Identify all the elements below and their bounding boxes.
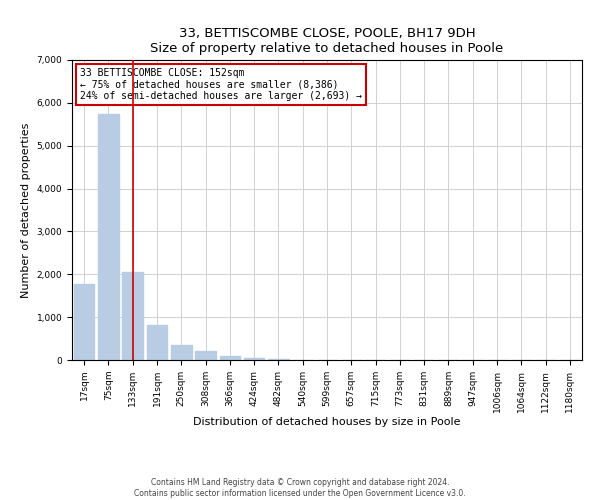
X-axis label: Distribution of detached houses by size in Poole: Distribution of detached houses by size … [193, 418, 461, 428]
Y-axis label: Number of detached properties: Number of detached properties [21, 122, 31, 298]
Bar [195, 350, 216, 360]
Bar [244, 358, 265, 360]
Bar [74, 284, 94, 360]
Bar [220, 356, 240, 360]
Bar [98, 114, 119, 360]
Bar [146, 325, 167, 360]
Bar [171, 344, 191, 360]
Text: 33 BETTISCOMBE CLOSE: 152sqm
← 75% of detached houses are smaller (8,386)
24% of: 33 BETTISCOMBE CLOSE: 152sqm ← 75% of de… [80, 68, 362, 100]
Bar [268, 359, 289, 360]
Title: 33, BETTISCOMBE CLOSE, POOLE, BH17 9DH
Size of property relative to detached hou: 33, BETTISCOMBE CLOSE, POOLE, BH17 9DH S… [151, 26, 503, 54]
Bar [122, 272, 143, 360]
Text: Contains HM Land Registry data © Crown copyright and database right 2024.
Contai: Contains HM Land Registry data © Crown c… [134, 478, 466, 498]
